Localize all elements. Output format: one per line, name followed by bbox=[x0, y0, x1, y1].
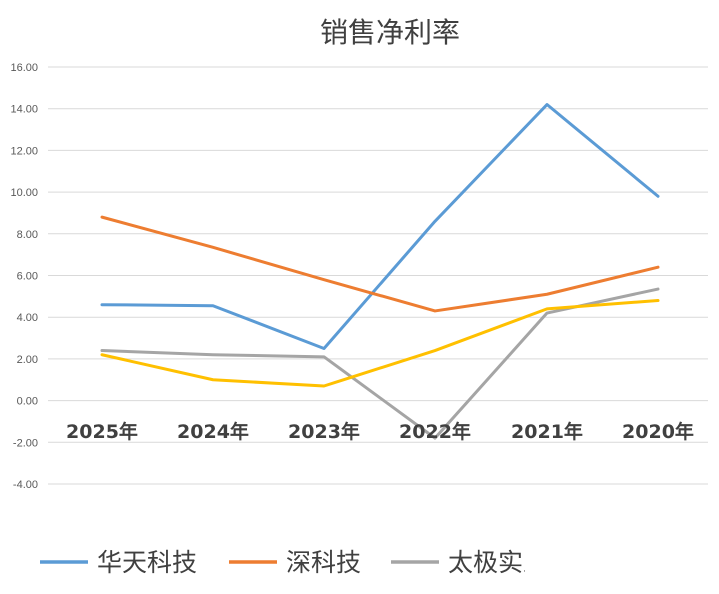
x-tick-label: 2025年 bbox=[66, 420, 138, 443]
y-tick-label: 6.00 bbox=[17, 271, 38, 283]
legend-overlay bbox=[525, 544, 719, 580]
gridlines bbox=[48, 66, 708, 485]
y-tick-label: 10.00 bbox=[10, 187, 38, 199]
legend-label: 深科技 bbox=[286, 548, 361, 577]
series-line bbox=[100, 103, 660, 350]
x-axis-tick-labels: 2025年 2024年 2023年 2022年 2021年 2020年 bbox=[66, 420, 694, 443]
y-tick-label: -4.00 bbox=[13, 479, 38, 491]
series-lines bbox=[100, 103, 660, 440]
x-tick-label: 2021年 bbox=[511, 420, 583, 443]
y-tick-label: 2.00 bbox=[17, 354, 38, 366]
x-tick-label: 2023年 bbox=[288, 420, 360, 443]
legend: 华天科技 深科技 太极实业 bbox=[40, 548, 548, 577]
y-tick-label: -2.00 bbox=[13, 437, 38, 449]
x-tick-label: 2022年 bbox=[399, 420, 471, 443]
y-tick-label: 8.00 bbox=[17, 229, 38, 241]
y-tick-label: 14.00 bbox=[10, 104, 38, 116]
x-tick-label: 2020年 bbox=[622, 420, 694, 443]
series-line bbox=[100, 287, 660, 440]
y-axis-tick-labels: 16.00 14.00 12.00 10.00 8.00 6.00 4.00 2.00 0.00… bbox=[10, 62, 38, 491]
y-tick-label: 16.00 bbox=[10, 62, 38, 74]
y-tick-label: 12.00 bbox=[10, 145, 38, 157]
legend-label: 华天科技 bbox=[97, 548, 197, 577]
chart-title: 销售净利率 bbox=[320, 16, 460, 49]
series-line bbox=[100, 215, 660, 313]
y-tick-label: 0.00 bbox=[17, 396, 38, 408]
series-line bbox=[100, 299, 660, 388]
x-tick-label: 2024年 bbox=[177, 420, 249, 443]
y-tick-label: 4.00 bbox=[17, 312, 38, 324]
